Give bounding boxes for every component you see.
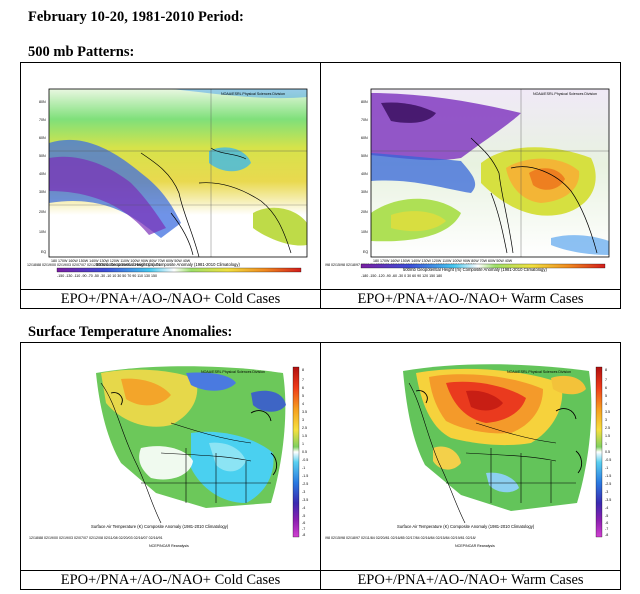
svg-text:EQ: EQ xyxy=(41,250,46,254)
source-label: NCEP/NCAR Reanalysis xyxy=(455,544,495,548)
credit-label: NOAA/ESRL Physical Sciences Division xyxy=(507,370,571,374)
svg-text:20N: 20N xyxy=(361,210,368,214)
credit-label: NOAA/ESRL Physical Sciences Division xyxy=(201,370,265,374)
svg-text:-3: -3 xyxy=(302,490,305,494)
figure-title: 500mb Geopotential Height (m) Composite … xyxy=(96,262,240,267)
svg-text:-5: -5 xyxy=(605,514,608,518)
svg-text:80N: 80N xyxy=(39,100,46,104)
svg-text:30N: 30N xyxy=(361,190,368,194)
svg-text:-7: -7 xyxy=(605,527,608,531)
map-sfc-cold-figure: NOAA/ESRL Physical Sciences Division 8 7… xyxy=(29,366,308,548)
svg-text:4: 4 xyxy=(605,402,607,406)
svg-text:-8: -8 xyxy=(302,533,305,537)
svg-text:-3.5: -3.5 xyxy=(605,498,611,502)
source-label: NCEP/NCAR Reanalysis xyxy=(149,544,189,548)
figure-title: Surface Air Temperature (K) Composite An… xyxy=(91,524,229,529)
map-sfc-warm-figure: NOAA/ESRL Physical Sciences Division 8 7… xyxy=(325,364,611,548)
svg-text:EQ: EQ xyxy=(363,250,368,254)
svg-text:-3: -3 xyxy=(605,490,608,494)
caption-sfc-cold: EPO+/PNA+/AO-/NAO+ Cold Cases xyxy=(20,570,321,590)
date-list: 12/18/88 02/19/00 02/19/03 02/07/07 02/1… xyxy=(27,263,161,267)
svg-text:-6: -6 xyxy=(605,521,608,525)
svg-text:-2.5: -2.5 xyxy=(302,482,308,486)
svg-text:2.5: 2.5 xyxy=(605,426,610,430)
caption-500mb-cold: EPO+/PNA+/AO-/NAO+ Cold Cases xyxy=(20,289,321,309)
svg-text:0.5: 0.5 xyxy=(605,450,610,454)
svg-text:-8: -8 xyxy=(605,533,608,537)
table-sfc: NOAA/ESRL Physical Sciences Division 8 7… xyxy=(20,342,621,590)
svg-text:8: 8 xyxy=(302,368,304,372)
section-heading-sfc: Surface Temperature Anomalies: xyxy=(28,324,233,340)
page-title: February 10-20, 1981-2010 Period: xyxy=(28,9,244,25)
svg-text:-5: -5 xyxy=(302,514,305,518)
svg-text:60N: 60N xyxy=(39,136,46,140)
map-sfc-cold: NOAA/ESRL Physical Sciences Division 8 7… xyxy=(20,342,321,571)
scale-labels: -180 -150 -120 -90 -60 -30 0 30 60 90 12… xyxy=(361,274,442,278)
svg-text:-4: -4 xyxy=(302,506,305,510)
caption-500mb-warm: EPO+/PNA+/AO-/NAO+ Warm Cases xyxy=(320,289,621,309)
lon-labels: 180 170W 160W 150W 140W 130W 120W 110W 1… xyxy=(51,259,191,263)
svg-text:60N: 60N xyxy=(361,136,368,140)
svg-text:3: 3 xyxy=(302,418,304,422)
svg-text:1.5: 1.5 xyxy=(605,434,610,438)
svg-text:8: 8 xyxy=(605,368,607,372)
caption-sfc-warm: EPO+/PNA+/AO-/NAO+ Warm Cases xyxy=(320,570,621,590)
svg-text:80N: 80N xyxy=(361,100,368,104)
svg-text:70N: 70N xyxy=(39,118,46,122)
svg-text:6: 6 xyxy=(302,386,304,390)
svg-text:3.5: 3.5 xyxy=(605,410,610,414)
svg-text:3.5: 3.5 xyxy=(302,410,307,414)
table-500mb: NOAA/ESRL Physical Sciences Division 80N… xyxy=(20,62,621,309)
svg-text:10N: 10N xyxy=(361,230,368,234)
credit-label: NOAA/ESRL Physical Sciences Division xyxy=(533,92,597,96)
svg-text:-7: -7 xyxy=(302,527,305,531)
svg-text:0.5: 0.5 xyxy=(302,450,307,454)
svg-text:20N: 20N xyxy=(39,210,46,214)
map-500mb-warm: NOAA/ESRL Physical Sciences Division 80N… xyxy=(320,62,621,290)
svg-text:7: 7 xyxy=(302,378,304,382)
svg-text:-2.5: -2.5 xyxy=(605,482,611,486)
svg-text:1: 1 xyxy=(302,442,304,446)
date-list: 12/18/88 02/19/00 02/19/03 02/07/07 02/1… xyxy=(29,536,163,540)
svg-text:-0.5: -0.5 xyxy=(605,458,611,462)
svg-text:2.5: 2.5 xyxy=(302,426,307,430)
svg-text:10N: 10N xyxy=(39,230,46,234)
svg-text:3: 3 xyxy=(605,418,607,422)
figure-title: 500mb Geopotential Height (m) Composite … xyxy=(403,267,547,272)
svg-text:5: 5 xyxy=(302,394,304,398)
svg-text:5: 5 xyxy=(605,394,607,398)
svg-text:70N: 70N xyxy=(361,118,368,122)
map-sfc-warm: NOAA/ESRL Physical Sciences Division 8 7… xyxy=(320,342,621,571)
lon-labels: 180 170W 160W 150W 140W 130W 120W 110W 1… xyxy=(373,259,513,263)
map-500mb-warm-figure: NOAA/ESRL Physical Sciences Division 80N… xyxy=(325,88,610,278)
colorbar xyxy=(595,366,603,538)
svg-text:40N: 40N xyxy=(39,172,46,176)
colorbar xyxy=(292,366,300,538)
svg-text:30N: 30N xyxy=(39,190,46,194)
svg-text:-1: -1 xyxy=(302,466,305,470)
map-500mb-cold-figure: NOAA/ESRL Physical Sciences Division 80N… xyxy=(27,88,308,278)
svg-text:50N: 50N xyxy=(361,154,368,158)
svg-text:1.5: 1.5 xyxy=(302,434,307,438)
svg-text:50N: 50N xyxy=(39,154,46,158)
figure-title: Surface Air Temperature (K) Composite An… xyxy=(397,524,535,529)
date-list: /98 02/15/98 02/18/97 02/11/84 02/20/81 … xyxy=(325,536,476,540)
svg-text:-6: -6 xyxy=(302,521,305,525)
svg-text:-4: -4 xyxy=(605,506,608,510)
svg-text:7: 7 xyxy=(605,378,607,382)
svg-text:-0.5: -0.5 xyxy=(302,458,308,462)
map-500mb-cold: NOAA/ESRL Physical Sciences Division 80N… xyxy=(20,62,321,290)
svg-text:-1.5: -1.5 xyxy=(302,474,308,478)
svg-text:1: 1 xyxy=(605,442,607,446)
svg-text:-3.5: -3.5 xyxy=(302,498,308,502)
svg-text:-1: -1 xyxy=(605,466,608,470)
svg-text:-1.5: -1.5 xyxy=(605,474,611,478)
svg-text:40N: 40N xyxy=(361,172,368,176)
scale-labels: -150 -130 -110 -90 -70 -50 -30 -10 10 30… xyxy=(57,274,157,278)
section-heading-500mb: 500 mb Patterns: xyxy=(28,44,135,60)
svg-text:4: 4 xyxy=(302,402,304,406)
svg-text:6: 6 xyxy=(605,386,607,390)
credit-label: NOAA/ESRL Physical Sciences Division xyxy=(221,92,285,96)
